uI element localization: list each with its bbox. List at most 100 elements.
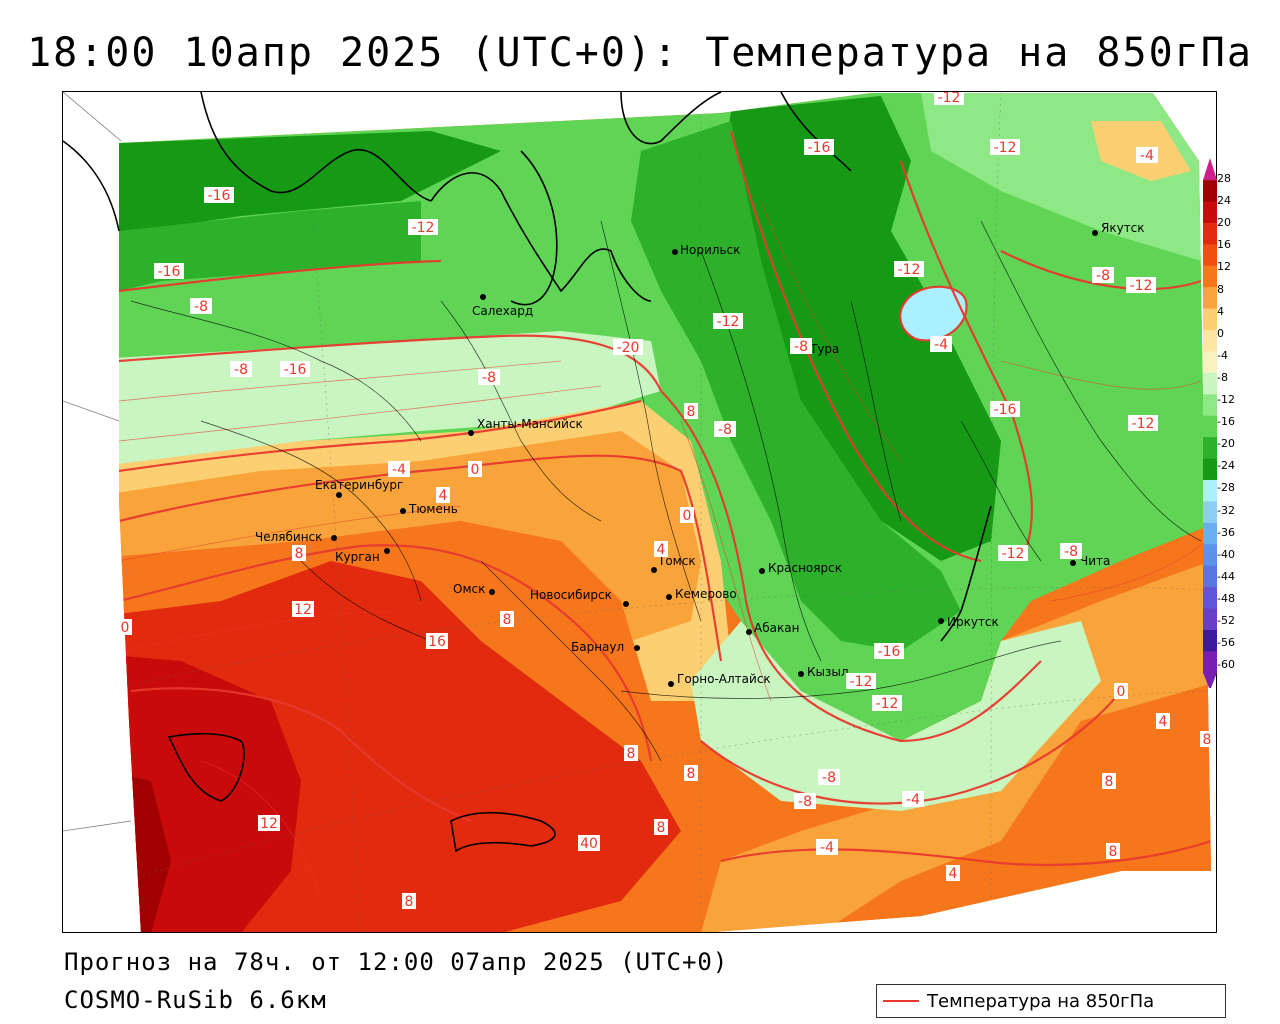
scale-top-arrow — [1203, 158, 1217, 181]
scale-tick-label: -40 — [1217, 547, 1235, 561]
city-barnaul: Барнаул — [571, 640, 624, 654]
map-shape — [200, 760, 322, 902]
map-shape — [680, 420, 772, 702]
city-omsk: Омск — [453, 582, 485, 596]
map-shape — [620, 640, 1062, 699]
field-se-orange — [821, 681, 1211, 932]
isotherm-label: -8 — [794, 339, 808, 355]
scale-tick-label: -48 — [1217, 591, 1235, 605]
isotherm-label-bg — [190, 298, 212, 314]
scale-tick-label: -36 — [1217, 525, 1235, 539]
field-cold-lake — [900, 286, 967, 341]
isotherm-label: 8 — [687, 404, 696, 420]
legend-line-swatch — [883, 1000, 919, 1002]
isotherm-label-bg — [654, 541, 668, 557]
isotherm-label: 0 — [471, 462, 480, 478]
field-dark-green-nw — [119, 131, 501, 231]
isotherm-label: 8 — [1203, 732, 1212, 748]
scale-swatch — [1203, 437, 1217, 460]
map-frame: Якутск Норильск Салехард Тура Ханты-Манс… — [62, 91, 1217, 933]
map-shape — [63, 92, 122, 142]
scale-tick-label: 0 — [1217, 326, 1224, 340]
isotherm-label-bg — [684, 765, 698, 781]
scale-swatch — [1203, 651, 1217, 674]
scale-swatch — [1203, 265, 1217, 288]
isotherm-label-bg — [292, 545, 306, 561]
city-dot — [400, 508, 406, 514]
isotherm-label: -16 — [994, 402, 1017, 418]
map-shape — [63, 92, 132, 832]
city-dot — [336, 492, 342, 498]
isotherm-label: -12 — [717, 314, 740, 330]
city-yekaterinburg: Екатеринбург — [315, 478, 403, 492]
map-shape — [940, 505, 992, 642]
isotherm-label: -16 — [208, 188, 231, 204]
isotherm-label: 8 — [657, 820, 666, 836]
map-shape — [660, 390, 1042, 743]
map-shape — [990, 93, 1002, 932]
map-shape — [760, 200, 902, 462]
scale-swatch — [1203, 372, 1217, 395]
field-green-mid — [631, 121, 961, 651]
city-dot — [331, 535, 337, 541]
map-shape — [331, 230, 1098, 687]
scale-swatch — [1203, 201, 1217, 224]
map-shape — [480, 560, 662, 762]
isotherm-label: 4 — [439, 488, 448, 504]
isotherm-label-bg — [468, 461, 482, 477]
scale-tick-label: 16 — [1217, 238, 1231, 252]
scale-tick-label: 28 — [1217, 172, 1231, 185]
isotherm-label-bg — [258, 815, 280, 831]
scale-tick-label: -56 — [1217, 636, 1235, 650]
isotherm-label-bg — [1102, 773, 1116, 789]
isotherm-label: -12 — [1132, 416, 1155, 432]
field-transition — [691, 621, 1101, 811]
city-dot — [489, 589, 495, 595]
map-shape — [63, 820, 132, 832]
map-shape — [729, 130, 982, 563]
isotherm-label-bg — [794, 793, 816, 809]
city-dot — [1070, 560, 1076, 566]
scale-swatch — [1203, 608, 1217, 631]
isotherm-label: -4 — [1140, 148, 1154, 164]
isotherm-label-bg — [714, 421, 736, 437]
isotherm-label-bg — [1128, 415, 1158, 431]
scale-swatch — [1203, 479, 1217, 502]
isotherm-label: 12 — [260, 816, 278, 832]
isotherm-label-bg — [1060, 543, 1082, 559]
city-tomsk: Томск — [657, 554, 696, 568]
map-shape — [1000, 360, 1202, 390]
city-dot — [384, 548, 390, 554]
isotherm-label-bg — [408, 219, 438, 235]
scale-bottom-arrow — [1203, 672, 1217, 688]
isotherm-label-bg — [624, 745, 638, 761]
scale-swatch — [1203, 544, 1217, 567]
isotherm-label-bg — [790, 338, 812, 354]
isotherm-label-bg — [1106, 843, 1120, 859]
scale-tick-label: 20 — [1217, 216, 1231, 230]
scale-tick-label: -4 — [1217, 348, 1228, 362]
isotherm-label-bg — [816, 839, 838, 855]
scale-tick-label: -16 — [1217, 415, 1235, 429]
map-shape — [430, 172, 652, 302]
isotherm-label-bg — [280, 361, 310, 377]
map-shape: Якутск Норильск Салехард Тура Ханты-Манс… — [255, 221, 1145, 686]
map-shape — [980, 220, 1202, 542]
isotherm-label-bg — [204, 187, 234, 203]
map-shape — [850, 300, 902, 522]
scale-tick-label: 4 — [1217, 304, 1224, 318]
isotherm-label: 8 — [1109, 844, 1118, 860]
isotherm-label: -12 — [1130, 278, 1153, 294]
scale-swatch — [1203, 415, 1217, 438]
isotherm-label-bg — [118, 619, 132, 635]
isotherm-label-bg — [874, 643, 904, 659]
model-name: COSMO-RuSib 6.6км — [64, 986, 327, 1014]
isotherm-label-bg — [846, 673, 876, 689]
scale-swatch — [1203, 308, 1217, 331]
isotherm-label-bg — [1200, 731, 1214, 747]
city-khanty-mansiysk: Ханты-Мансийск — [477, 417, 583, 431]
isotherm-label-bg — [818, 769, 840, 785]
isotherm-label: -12 — [1002, 546, 1025, 562]
isotherm-label-bg — [613, 339, 643, 355]
map-shape — [620, 92, 722, 145]
